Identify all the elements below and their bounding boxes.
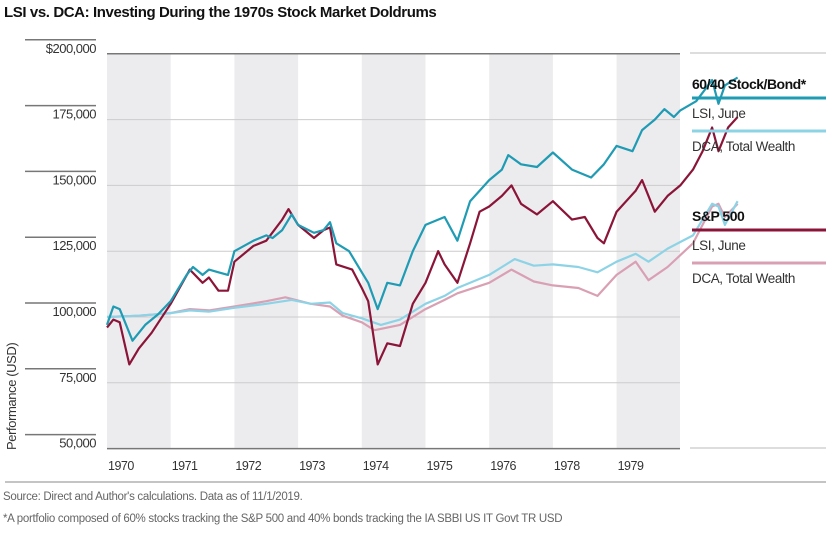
legend-label: LSI, June [692,238,745,253]
legend-label: DCA, Total Wealth [692,139,795,154]
y-tick-label: 125,000 [53,238,97,253]
legend-label: DCA, Total Wealth [692,271,795,286]
legend-label: LSI, June [692,106,745,121]
footnote: *A portfolio composed of 60% stocks trac… [3,513,563,525]
y-tick-label: 50,000 [59,436,96,451]
x-tick-label: 1976 [490,459,516,473]
y-tick-label: 150,000 [53,172,97,187]
x-tick-label: 1979 [618,459,644,473]
year-band [489,53,553,448]
source-note: Source: Direct and Author's calculations… [3,491,303,503]
legend-heading: S&P 500 [692,208,745,224]
y-axis-label: Performance (USD) [4,343,19,450]
y-tick-label: 75,000 [59,370,96,385]
x-tick-label: 1972 [235,459,261,473]
x-tick-label: 1971 [172,459,198,473]
x-tick-label: 1974 [363,459,389,473]
x-tick-label: 1975 [427,459,453,473]
year-band [107,53,171,448]
chart-title: LSI vs. DCA: Investing During the 1970s … [4,4,437,21]
year-band [616,53,680,448]
series-line-3 [106,116,739,366]
legend-heading: 60/40 Stock/Bond* [692,76,807,92]
y-tick-label: 175,000 [53,107,97,122]
year-band [361,53,426,448]
y-tick-label: 100,000 [53,304,97,319]
y-tick-label: $200,000 [46,41,96,56]
x-tick-label: 1973 [299,459,325,473]
x-tick-label: 1978 [554,459,580,473]
series-line-1 [105,76,739,342]
series-line-4 [106,202,739,332]
year-band [234,53,299,448]
series-line-2 [106,200,739,326]
x-tick-label: 1970 [108,459,134,473]
